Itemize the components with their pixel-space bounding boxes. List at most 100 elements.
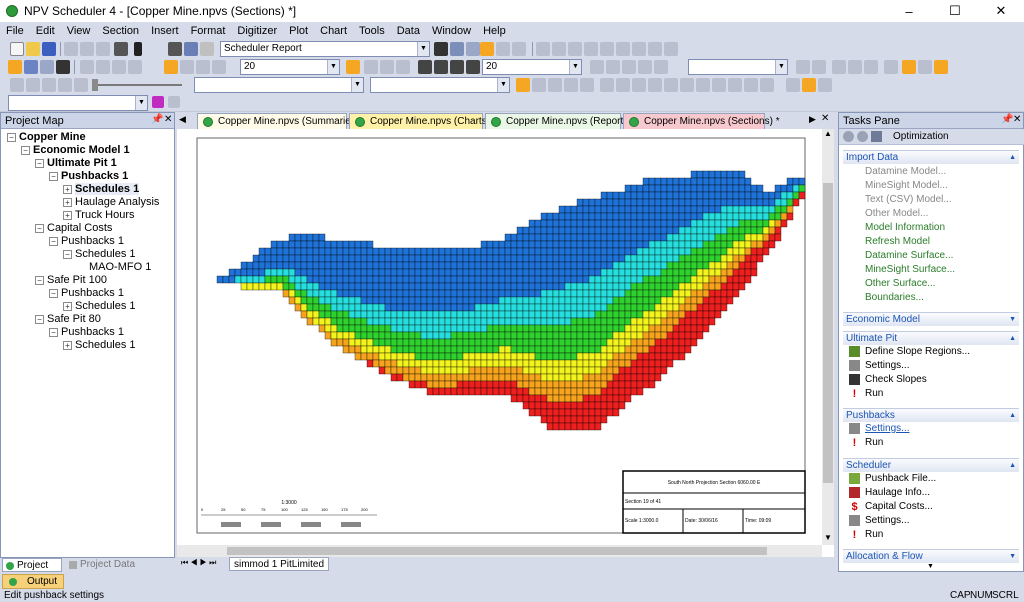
combo-6[interactable]: ▼ bbox=[8, 95, 148, 111]
tree-node-ultimate-pit[interactable]: − Ultimate Pit 1 bbox=[35, 157, 117, 169]
zoom-window-icon[interactable] bbox=[616, 42, 630, 56]
chart-bar-icon[interactable] bbox=[434, 42, 448, 56]
close-panel-icon[interactable]: ✕ bbox=[1013, 114, 1022, 125]
tab-sections[interactable]: Copper Mine.npvs (Sections) * bbox=[623, 113, 780, 129]
eraser-icon[interactable] bbox=[786, 78, 800, 92]
tab-project-map[interactable]: Project Map bbox=[2, 558, 62, 585]
tool-b-icon[interactable] bbox=[812, 60, 826, 74]
chart-tool-icon[interactable] bbox=[648, 42, 662, 56]
draw3-icon[interactable] bbox=[632, 78, 646, 92]
draw4-icon[interactable] bbox=[648, 78, 662, 92]
scale-icon[interactable] bbox=[128, 60, 142, 74]
task-other-model[interactable]: Other Model... bbox=[865, 208, 929, 219]
prev-section-icon[interactable] bbox=[364, 60, 378, 74]
tool-h-icon[interactable] bbox=[516, 78, 530, 92]
digitize2-icon[interactable] bbox=[606, 60, 620, 74]
tree-node-truck-hours[interactable]: + Truck Hours bbox=[63, 209, 135, 221]
menu-insert[interactable]: Insert bbox=[151, 24, 179, 37]
tool-e-icon[interactable] bbox=[902, 60, 916, 74]
edit-report-icon[interactable] bbox=[184, 42, 198, 56]
scheduler-header[interactable]: Scheduler ▲ bbox=[843, 458, 1019, 472]
task-define-slope-regions[interactable]: Define Slope Regions... bbox=[865, 346, 971, 357]
task-pushback-file[interactable]: Pushback File... bbox=[865, 473, 937, 484]
draw9-icon[interactable] bbox=[728, 78, 742, 92]
task-minesight-model[interactable]: MineSight Model... bbox=[865, 180, 948, 191]
tree-node-pushbacks-sp100[interactable]: − Pushbacks 1 bbox=[49, 287, 124, 299]
play-icon[interactable] bbox=[26, 78, 40, 92]
close-doc-icon[interactable]: ✕ bbox=[821, 113, 830, 124]
tree-node-capital-costs[interactable]: − Capital Costs bbox=[35, 222, 112, 234]
task-capital-costs[interactable]: Capital Costs... bbox=[865, 501, 933, 512]
cut-icon[interactable] bbox=[64, 42, 78, 56]
print-icon[interactable] bbox=[114, 42, 128, 56]
import-data-header[interactable]: Import Data ▲ bbox=[843, 150, 1019, 164]
rotate-icon[interactable] bbox=[112, 60, 126, 74]
tool-i-icon[interactable] bbox=[532, 78, 546, 92]
tool-l-icon[interactable] bbox=[580, 78, 594, 92]
tabs-right-icon[interactable]: ▶ bbox=[809, 114, 816, 124]
tabs-left-icon[interactable]: ◀ bbox=[179, 114, 186, 124]
tab-project-data[interactable]: Project Data bbox=[66, 558, 156, 572]
zoom-in-icon[interactable] bbox=[584, 42, 598, 56]
task-text-csv-model[interactable]: Text (CSV) Model... bbox=[865, 194, 952, 205]
tree-node-schedules-sp100[interactable]: + Schedules 1 bbox=[63, 300, 136, 312]
tree-node-schedules[interactable]: + Schedules 1 bbox=[63, 183, 140, 195]
menu-digitizer[interactable]: Digitizer bbox=[237, 24, 278, 37]
chart-options-icon[interactable] bbox=[496, 42, 510, 56]
copy-icon[interactable] bbox=[80, 42, 94, 56]
player-slider-thumb[interactable] bbox=[92, 79, 98, 91]
task-scheduler-settings[interactable]: Settings... bbox=[865, 515, 910, 526]
tree-node-schedules-sp80[interactable]: + Schedules 1 bbox=[63, 339, 136, 351]
task-refresh-model[interactable]: Refresh Model bbox=[865, 236, 931, 247]
section-active-icon[interactable] bbox=[164, 60, 178, 74]
scroll-more-icon[interactable]: ▼ bbox=[927, 563, 934, 570]
tree-node-copper-mine[interactable]: − Copper Mine bbox=[7, 131, 86, 143]
draw1-icon[interactable] bbox=[600, 78, 614, 92]
combo-5[interactable]: ▼ bbox=[370, 77, 510, 93]
pushbacks-header[interactable]: Pushbacks ▲ bbox=[843, 408, 1019, 422]
ultimate-pit-header[interactable]: Ultimate Pit ▲ bbox=[843, 331, 1019, 345]
chart-line-icon[interactable] bbox=[466, 42, 480, 56]
grid-icon[interactable] bbox=[168, 42, 182, 56]
home-icon[interactable] bbox=[871, 131, 882, 142]
section-tool3-icon[interactable] bbox=[212, 60, 226, 74]
task-scheduler-run[interactable]: Run bbox=[865, 529, 884, 540]
task-datamine-surface[interactable]: Datamine Surface... bbox=[865, 250, 954, 261]
menu-data[interactable]: Data bbox=[396, 24, 420, 37]
filter-icon[interactable] bbox=[152, 96, 164, 108]
task-haulage-info[interactable]: Haulage Info... bbox=[865, 487, 931, 498]
table-view-icon[interactable] bbox=[40, 60, 54, 74]
tree-node-pushbacks-sp80[interactable]: − Pushbacks 1 bbox=[49, 326, 124, 338]
combo-4[interactable]: ▼ bbox=[194, 77, 364, 93]
tree-node-schedules-cc[interactable]: − Schedules 1 bbox=[63, 248, 136, 260]
player-slider-track[interactable] bbox=[92, 84, 182, 86]
draw2-icon[interactable] bbox=[616, 78, 630, 92]
zoom-out-icon[interactable] bbox=[568, 42, 582, 56]
tree-node-safe-pit-100[interactable]: − Safe Pit 100 bbox=[35, 274, 107, 286]
allocation-flow-header[interactable]: Allocation & Flow ▼ bbox=[843, 549, 1019, 563]
open-icon[interactable] bbox=[26, 42, 40, 56]
forward-icon[interactable] bbox=[857, 131, 868, 142]
task-model-information[interactable]: Model Information bbox=[865, 222, 946, 233]
menu-help[interactable]: Help bbox=[483, 24, 506, 37]
zoom-prev-icon[interactable] bbox=[466, 60, 480, 74]
last-icon[interactable] bbox=[74, 78, 88, 92]
zoom-combo-1[interactable]: 20 ▼ bbox=[240, 59, 340, 75]
save-icon[interactable] bbox=[42, 42, 56, 56]
menu-file[interactable]: File bbox=[6, 24, 24, 37]
chart-active-icon[interactable] bbox=[480, 42, 494, 56]
task-boundaries[interactable]: Boundaries... bbox=[865, 292, 924, 303]
menu-format[interactable]: Format bbox=[190, 24, 226, 37]
section-tool-icon[interactable] bbox=[180, 60, 194, 74]
zoom-fit-icon[interactable] bbox=[600, 42, 614, 56]
zoom-combo-2[interactable]: 20 ▼ bbox=[482, 59, 582, 75]
close-button[interactable]: ✕ bbox=[995, 3, 1007, 18]
menu-edit[interactable]: Edit bbox=[35, 24, 55, 37]
menu-plot[interactable]: Plot bbox=[289, 24, 309, 37]
digitize4-icon[interactable] bbox=[638, 60, 652, 74]
tool-k-icon[interactable] bbox=[564, 78, 578, 92]
sheet-tab-simmod[interactable]: simmod 1 PitLimited bbox=[229, 557, 330, 571]
draw5-icon[interactable] bbox=[664, 78, 678, 92]
horizontal-scrollbar[interactable] bbox=[177, 545, 822, 557]
stop-icon[interactable] bbox=[58, 78, 72, 92]
